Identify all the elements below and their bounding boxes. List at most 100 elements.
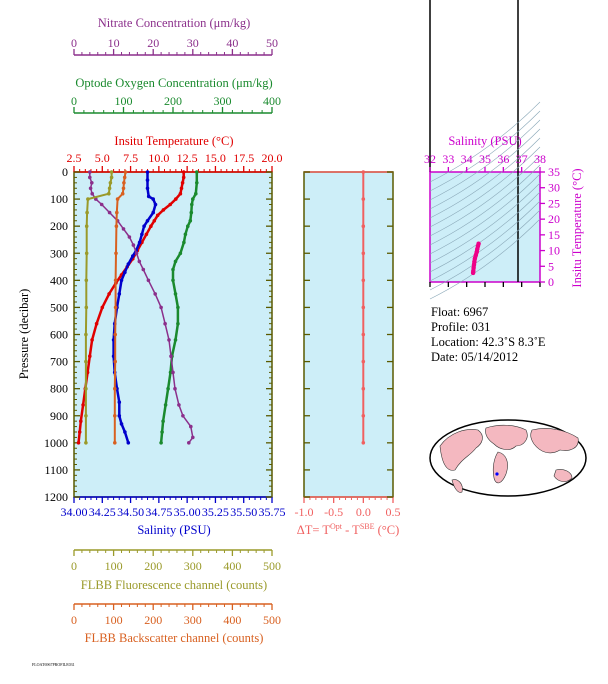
- backscatter-data-point: [113, 305, 118, 310]
- salinity-tick-label: 34.75: [145, 505, 172, 519]
- backscatter-tick-label: 100: [105, 613, 123, 627]
- oxygen-data-point: [195, 170, 199, 174]
- temperature-data-point: [155, 213, 160, 218]
- oxygen-data-point: [171, 267, 175, 272]
- nitrate-data-point: [187, 441, 191, 445]
- nitrate-data-point: [159, 305, 163, 310]
- backscatter-data-point: [114, 251, 118, 256]
- ts-temperature-tick-label: 20: [548, 212, 560, 226]
- backscatter-data-point: [113, 359, 117, 364]
- temperature-data-point: [94, 321, 99, 326]
- nitrate-tick-label: 30: [187, 36, 199, 50]
- backscatter-data-point: [120, 191, 125, 196]
- oxygen-tick-label: 400: [263, 94, 281, 108]
- nitrate-data-point: [173, 386, 177, 391]
- salinity-data-point: [117, 414, 122, 418]
- nitrate-data-point: [189, 424, 193, 429]
- salinity-data-point: [145, 170, 150, 174]
- delta-data-point: [361, 386, 366, 391]
- salinity-data-point: [123, 430, 127, 434]
- nitrate-data-point: [191, 435, 195, 440]
- temperature-data-point: [168, 202, 172, 207]
- pressure-tick-label: 700: [50, 355, 68, 369]
- salinity-data-point: [119, 422, 124, 426]
- backscatter-data-point: [113, 278, 118, 283]
- pressure-tick-label: 600: [50, 328, 68, 342]
- ts-salinity-tick-label: 33: [442, 152, 454, 166]
- nitrate-data-point: [181, 414, 185, 418]
- oxygen-axis-title: Optode Oxygen Concentration (μm/kg): [75, 76, 272, 90]
- info-location: Location: 42.3˚S 8.3˚E: [431, 335, 546, 349]
- oxygen-data-point: [194, 191, 198, 196]
- pressure-axis-title: Pressure (decibar): [17, 289, 31, 380]
- temperature-data-point: [161, 208, 166, 212]
- temperature-data-point: [174, 197, 178, 201]
- oxygen-data-point: [186, 224, 190, 228]
- temperature-data-point: [100, 305, 105, 310]
- nitrate-data-point: [146, 278, 151, 283]
- ts-salinity-tick-label: 34: [461, 152, 473, 166]
- temperature-data-point: [149, 224, 153, 228]
- salinity-data-point: [145, 186, 150, 191]
- pressure-tick-label: 300: [50, 246, 68, 260]
- fluorescence-data-point: [109, 170, 114, 174]
- density-contour: [429, 182, 541, 264]
- info-date: Date: 05/14/2012: [431, 350, 518, 364]
- oxygen-data-point: [183, 232, 188, 237]
- salinity-tick-label: 34.25: [89, 505, 116, 519]
- temperature-tick-label: 2.5: [67, 151, 82, 165]
- nitrate-tick-label: 50: [266, 36, 278, 50]
- temperature-data-point: [152, 219, 157, 223]
- oxygen-data-point: [173, 338, 178, 342]
- oxygen-data-point: [191, 197, 195, 201]
- salinity-tick-label: 34.50: [117, 505, 144, 519]
- nitrate-data-point: [134, 251, 139, 256]
- nitrate-data-point: [153, 292, 157, 296]
- delta-tick-label: -1.0: [295, 505, 314, 519]
- temperature-data-point: [88, 354, 92, 359]
- salinity-data-point: [153, 202, 158, 207]
- salinity-axis-title: Salinity (PSU): [137, 523, 210, 537]
- pressure-tick-label: 500: [50, 300, 68, 314]
- oxygen-data-point: [195, 181, 199, 185]
- nitrate-tick-label: 10: [108, 36, 120, 50]
- temperature-data-point: [76, 441, 81, 445]
- delta-data-point: [361, 359, 366, 364]
- oxygen-data-point: [188, 219, 193, 223]
- fluorescence-data-point: [84, 332, 88, 337]
- delta-tick-label: -0.5: [324, 505, 343, 519]
- oxygen-data-point: [178, 251, 183, 256]
- density-contour: [429, 110, 541, 192]
- backscatter-data-point: [115, 210, 119, 215]
- fluorescence-axis-title: FLBB Fluorescence channel (counts): [81, 578, 267, 592]
- footer-caption: FLOAT6967PROFILE031: [32, 662, 75, 667]
- density-contour: [429, 137, 541, 219]
- salinity-tick-label: 35.25: [202, 505, 229, 519]
- density-contour: [429, 164, 541, 246]
- ts-salinity-tick-label: 37: [516, 152, 528, 166]
- nitrate-data-point: [167, 338, 171, 342]
- backscatter-tick-label: 500: [263, 613, 281, 627]
- salinity-data-point: [145, 178, 150, 182]
- oxygen-data-point: [176, 321, 180, 326]
- fluorescence-data-point: [108, 181, 113, 185]
- salinity-data-point: [146, 194, 151, 199]
- delta-data-point: [361, 305, 366, 310]
- temperature-data-point: [77, 430, 82, 434]
- temperature-data-point: [180, 181, 185, 185]
- fluorescence-data-point: [107, 191, 111, 196]
- temperature-tick-label: 12.5: [177, 151, 198, 165]
- backscatter-data-point: [114, 224, 119, 228]
- nitrate-data-point: [127, 235, 132, 239]
- backscatter-data-point: [122, 181, 126, 185]
- fluorescence-data-point: [84, 278, 89, 283]
- delta-tick-label: 0.5: [386, 505, 401, 519]
- ts-temperature-tick-label: 5: [548, 259, 554, 273]
- world-map: [429, 419, 587, 497]
- ts-salinity-tick-label: 32: [424, 152, 436, 166]
- ts-salinity-axis-title: Salinity (PSU): [448, 134, 521, 148]
- density-contour: [429, 146, 541, 228]
- fluorescence-data-point: [84, 414, 88, 418]
- nitrate-data-point: [137, 259, 142, 264]
